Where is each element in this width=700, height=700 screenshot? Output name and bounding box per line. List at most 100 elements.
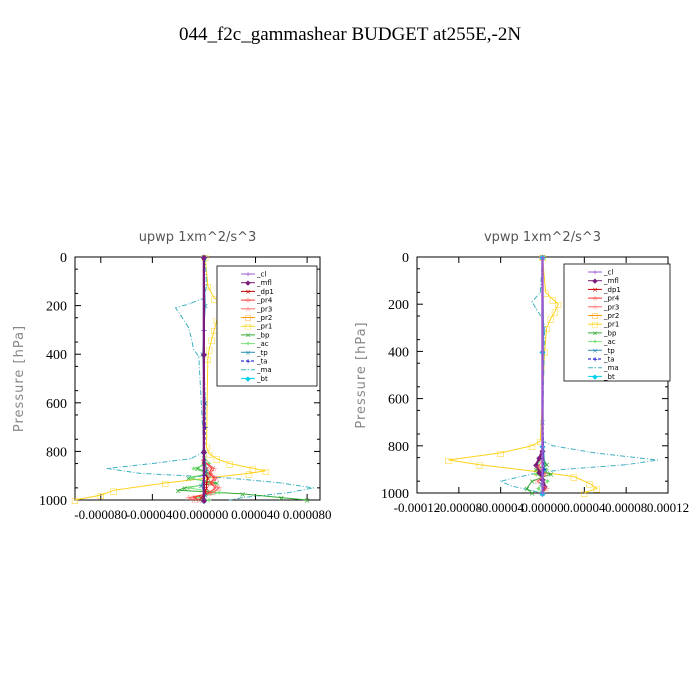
series-point-ma: · bbox=[190, 455, 193, 464]
series-point-tp: × bbox=[539, 489, 546, 498]
series-point-pr1: □ bbox=[245, 469, 253, 478]
series-point-ac: ✦ bbox=[204, 469, 211, 478]
legend-marker: + bbox=[592, 269, 598, 277]
legend-marker: □ bbox=[245, 314, 252, 322]
y-tick-label: 800 bbox=[46, 445, 67, 460]
legend-marker: × bbox=[245, 349, 251, 357]
series-point-ma: · bbox=[531, 470, 534, 479]
series-point-cl: + bbox=[539, 253, 546, 262]
series-point-mfl: ◆ bbox=[536, 454, 543, 463]
series-point-ma: · bbox=[138, 469, 141, 478]
series-point-bp: × bbox=[548, 470, 555, 479]
series-point-pr4: ☆ bbox=[206, 489, 213, 498]
series-point-ma: · bbox=[594, 449, 597, 458]
legend-marker: □ bbox=[245, 323, 252, 331]
legend-label-ma: _ma bbox=[603, 364, 619, 372]
series-point-ma: · bbox=[531, 298, 534, 307]
series-point-ma: · bbox=[539, 288, 542, 297]
series-point-pr1: □ bbox=[547, 314, 555, 323]
legend-marker: ◆ bbox=[245, 375, 251, 383]
series-point-bp: × bbox=[194, 464, 201, 473]
series-point-ac: ✦ bbox=[185, 484, 192, 493]
x-tick-label: 0.00012 bbox=[647, 500, 689, 515]
series-point-ma: · bbox=[204, 253, 207, 262]
series-point-pr1: □ bbox=[161, 479, 169, 488]
series-point-pr1: □ bbox=[497, 449, 505, 458]
series-point-ma: · bbox=[535, 305, 538, 314]
legend-label-bp: _bp bbox=[603, 329, 617, 337]
legend-marker: × bbox=[592, 347, 598, 355]
series-point-pr3: ☆ bbox=[216, 484, 223, 493]
panel-title: upwp 1xm^2/s^3 bbox=[139, 230, 257, 245]
legend-label-bt: _bt bbox=[256, 375, 268, 383]
legend-label-pr2: _pr2 bbox=[256, 314, 272, 322]
series-point-mfl: ◆ bbox=[201, 496, 208, 505]
legend-label-pr1: _pr1 bbox=[603, 321, 619, 329]
series-point-ma: · bbox=[179, 311, 182, 320]
series-point-ma: · bbox=[531, 487, 534, 496]
legend-label-pr3: _pr3 bbox=[256, 305, 272, 313]
series-point-mfl: ◆ bbox=[533, 461, 540, 470]
panel-title: vpwp 1xm^2/s^3 bbox=[484, 230, 601, 245]
series-point-pr1: □ bbox=[543, 324, 551, 333]
legend-label-mfl: _mfl bbox=[603, 277, 619, 285]
series-point-dp1: × bbox=[203, 484, 210, 493]
series-point-ac: ✦ bbox=[539, 489, 546, 498]
legend-label-pr1: _pr1 bbox=[256, 323, 272, 331]
series-point-ac: ✦ bbox=[188, 474, 195, 483]
series-point-ta: + bbox=[201, 496, 208, 505]
legend-marker: + bbox=[592, 356, 598, 364]
y-tick-label: 600 bbox=[46, 397, 67, 412]
y-tick-label: 200 bbox=[46, 300, 67, 315]
series-point-mfl: ◆ bbox=[201, 350, 208, 359]
series-point-ma: · bbox=[190, 333, 193, 342]
series-point-mfl: ◆ bbox=[201, 253, 208, 262]
series-point-pr1: □ bbox=[549, 295, 557, 304]
series-point-tp: × bbox=[198, 481, 205, 490]
series-point-mfl: ◆ bbox=[539, 489, 546, 498]
series-point-pr1: □ bbox=[226, 460, 234, 469]
series-point-pr1: □ bbox=[554, 300, 562, 309]
series-point-ma: · bbox=[499, 477, 502, 486]
series-point-pr4: ☆ bbox=[208, 464, 215, 473]
series-point-bp: × bbox=[181, 484, 188, 493]
legend-label-tp: _tp bbox=[603, 347, 615, 355]
series-point-ma: · bbox=[228, 474, 231, 483]
series-point-ac: ✦ bbox=[535, 484, 542, 493]
series-point-tp: × bbox=[202, 302, 209, 311]
series-point-pr1: □ bbox=[213, 455, 221, 464]
legend-label-ta: _ta bbox=[603, 356, 615, 364]
series-point-dp1: × bbox=[204, 474, 211, 483]
series-point-pr4: ☆ bbox=[190, 494, 197, 503]
y-tick-label: 600 bbox=[388, 393, 409, 408]
series-point-tp: × bbox=[199, 350, 206, 359]
series-point-pr1: □ bbox=[205, 345, 213, 354]
series-point-ac: ✦ bbox=[544, 477, 551, 486]
series-point-dp1: × bbox=[198, 494, 205, 503]
series-point-dp1: × bbox=[201, 496, 208, 505]
legend-marker: + bbox=[245, 271, 251, 279]
x-tick-label: 0.000000 bbox=[180, 507, 229, 522]
legend-label-dp1: _dp1 bbox=[256, 288, 274, 296]
y-tick-label: 1000 bbox=[39, 494, 67, 509]
series-point-pr1: □ bbox=[581, 489, 589, 498]
series-point-ma: · bbox=[510, 482, 513, 491]
legend-label-dp1: _dp1 bbox=[603, 286, 621, 294]
series-point-ma: · bbox=[174, 304, 177, 313]
series-point-pr3: ☆ bbox=[543, 484, 550, 493]
series-point-ma: · bbox=[562, 465, 565, 474]
series-point-ac: ✦ bbox=[193, 494, 200, 503]
series-point-pr1: □ bbox=[205, 450, 213, 459]
y-tick-label: 0 bbox=[402, 251, 409, 266]
series-point-ta: + bbox=[539, 489, 546, 498]
series-point-ma: · bbox=[205, 282, 208, 291]
x-tick-label: -0.00004 bbox=[477, 500, 524, 515]
y-tick-label: 200 bbox=[388, 298, 409, 313]
series-line-ma bbox=[499, 256, 658, 494]
series-point-pr4: ☆ bbox=[207, 479, 214, 488]
legend-box bbox=[563, 263, 671, 382]
series-point-pr3: ☆ bbox=[211, 464, 218, 473]
series-point-pr1: □ bbox=[537, 437, 545, 446]
series-point-bp: × bbox=[304, 496, 311, 505]
legend-marker: ✦ bbox=[245, 340, 251, 348]
